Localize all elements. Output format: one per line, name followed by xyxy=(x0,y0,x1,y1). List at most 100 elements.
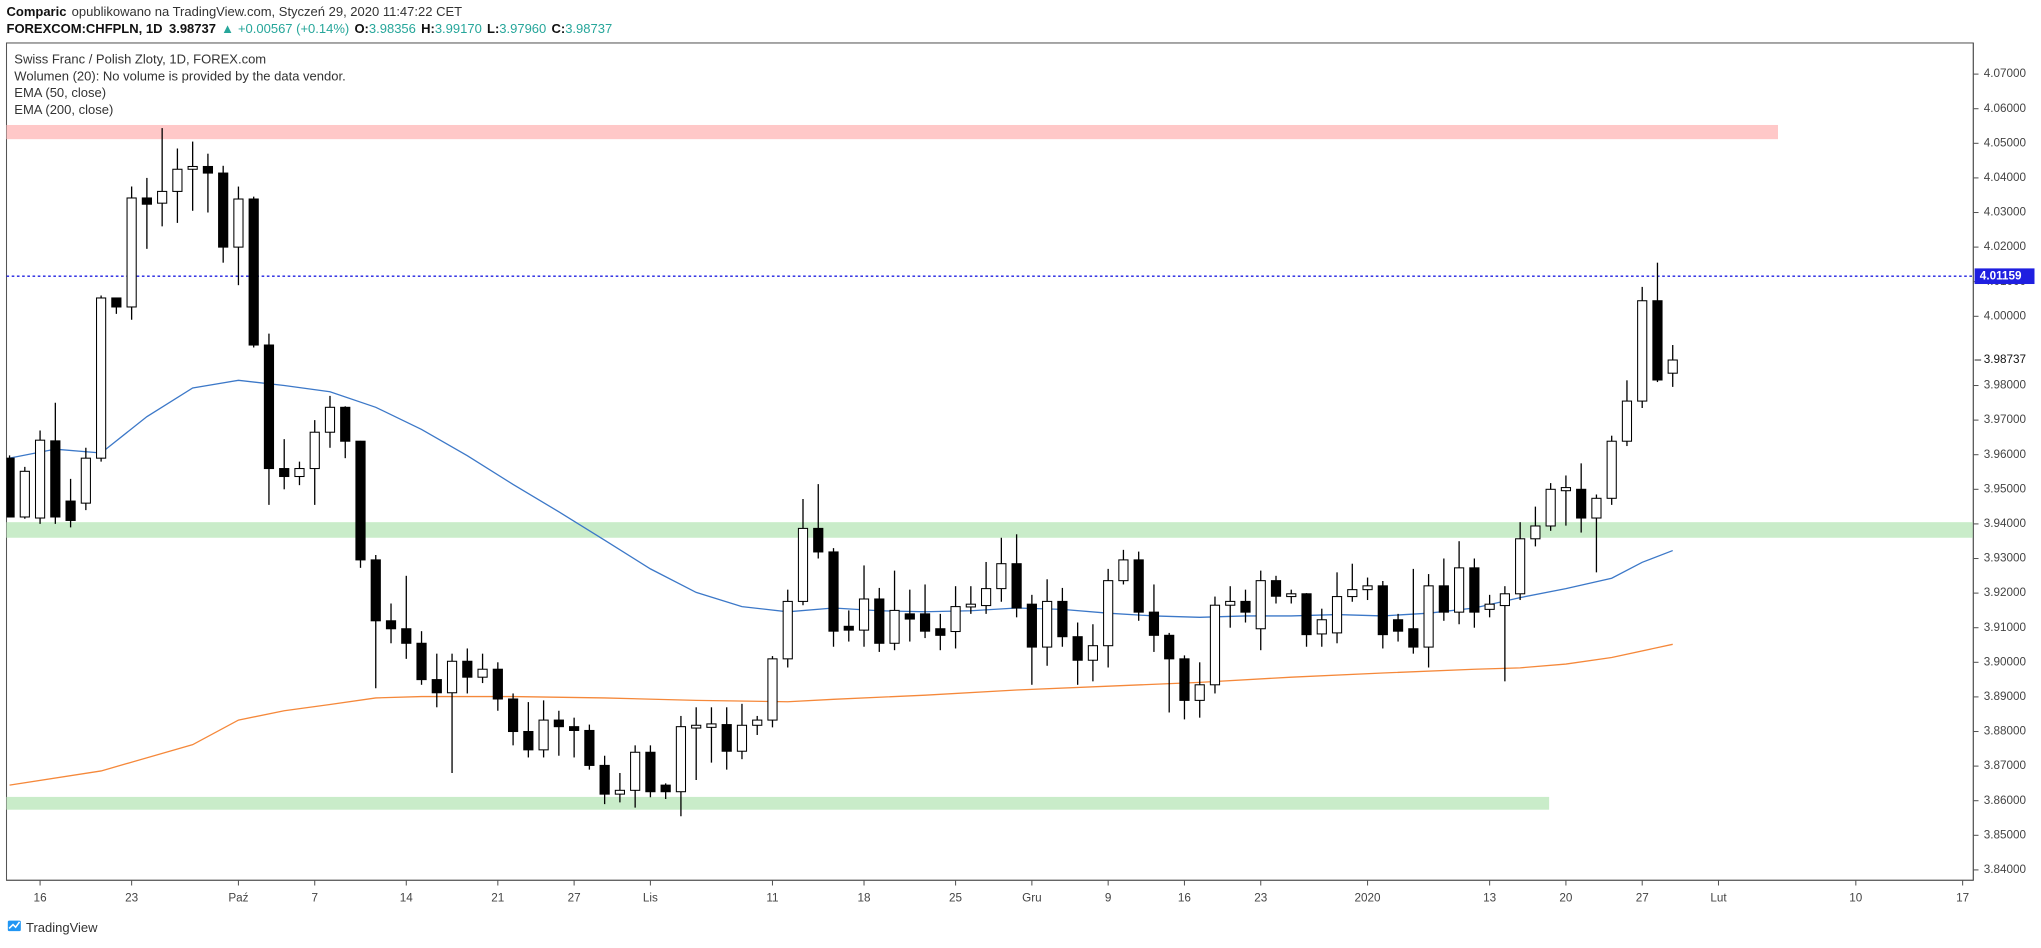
candle-body xyxy=(980,588,992,607)
candle-body xyxy=(370,559,381,622)
candle-body xyxy=(569,726,580,731)
x-tick-label: 11 xyxy=(766,892,778,905)
price-line-label: 4.01159 xyxy=(1980,269,2022,282)
candle-body xyxy=(828,551,839,632)
candle-body xyxy=(904,613,915,620)
candle-body xyxy=(736,724,748,752)
candle-body xyxy=(157,190,168,204)
x-tick-label: Lis xyxy=(643,892,658,905)
y-tick-label: 4.02000 xyxy=(1984,240,2027,253)
candle-body xyxy=(1118,559,1129,582)
x-tick-label: Gru xyxy=(1022,892,1042,905)
plot-frame xyxy=(5,42,1974,881)
candle-body xyxy=(538,719,549,751)
candle-body xyxy=(385,620,397,630)
candle-body xyxy=(721,724,732,752)
candle-body xyxy=(1011,563,1022,609)
candle-body xyxy=(1408,628,1419,648)
y-tick-label: 3.92000 xyxy=(1984,586,2027,599)
x-tick-label: 10 xyxy=(1849,892,1863,905)
candle-body xyxy=(507,698,519,733)
candle-body xyxy=(843,625,854,631)
x-tick-label: 7 xyxy=(311,892,318,905)
candle-body xyxy=(782,600,793,660)
candle-body xyxy=(1316,619,1327,635)
candle-body xyxy=(1545,488,1556,527)
axes: 3.84000 3.85000 3.86000 3.87000 3.88000 3.890… xyxy=(6,67,2035,905)
candle-body xyxy=(1347,589,1358,598)
change: +0.00567 (+0.14%) xyxy=(238,21,349,36)
candle-body xyxy=(1362,585,1373,591)
candle-body xyxy=(401,628,412,644)
candle-body xyxy=(1530,525,1541,540)
candle-body xyxy=(111,297,122,308)
candle-body xyxy=(355,440,366,561)
ema-line xyxy=(9,379,1673,618)
x-tick-label: 17 xyxy=(1956,892,1969,905)
x-tick-label: 18 xyxy=(858,892,871,905)
candle-body xyxy=(1392,619,1404,632)
candle-body xyxy=(202,165,214,174)
y-tick-label: 3.84000 xyxy=(1984,863,2027,876)
candle-body xyxy=(324,406,336,433)
y-tick-label: 3.86000 xyxy=(1984,794,2027,807)
candle-body xyxy=(187,165,198,170)
candle-body xyxy=(1377,585,1388,636)
candle-body xyxy=(889,609,900,644)
candle-body xyxy=(1057,600,1068,638)
candle-body xyxy=(584,729,595,766)
candle-body xyxy=(294,468,305,478)
candle-body xyxy=(218,172,229,248)
candle-body xyxy=(1576,488,1587,519)
y-tick-label: 4.06000 xyxy=(1984,102,2027,115)
candle-body xyxy=(1240,600,1251,613)
footer-brand: TradingView xyxy=(26,920,98,935)
candle-body xyxy=(1301,593,1312,636)
candle-body xyxy=(1438,585,1449,613)
candle-body xyxy=(1286,593,1297,598)
y-tick-label: 4.05000 xyxy=(1984,136,2027,149)
y-tick-label: 3.95000 xyxy=(1984,482,2027,495)
candle-body xyxy=(248,198,259,346)
y-tick-label: 3.89000 xyxy=(1984,690,2027,703)
y-tick-label: 3.96000 xyxy=(1984,448,2027,461)
candle-body xyxy=(340,406,351,442)
y-tick-label: 3.88000 xyxy=(1984,725,2027,738)
y-tick-label: 4.00000 xyxy=(1984,309,2027,322)
candle-body xyxy=(996,563,1007,590)
candle-body xyxy=(172,168,183,192)
change-arrow: ▲ xyxy=(221,21,234,36)
candle-body xyxy=(1454,567,1465,613)
candle-body xyxy=(492,668,503,700)
ohlc-value: 3.98737 xyxy=(565,21,612,36)
publish-line: Comparic opublikowano na TradingView.com,… xyxy=(7,4,463,19)
last-price-label: 3.98737 xyxy=(1984,353,2026,366)
x-tick-label: 16 xyxy=(1178,892,1191,905)
candle-body xyxy=(1423,585,1434,648)
candle-body xyxy=(1591,497,1602,519)
x-tick-label: 9 xyxy=(1105,892,1112,905)
candle-body xyxy=(1103,580,1114,647)
ohlc-value: 3.99170 xyxy=(435,21,482,36)
candle-body xyxy=(935,628,946,636)
candle-body xyxy=(126,197,137,308)
zone xyxy=(6,522,1974,538)
ohlc-label: C: xyxy=(551,21,565,36)
candle-body xyxy=(1270,580,1282,597)
candle-body xyxy=(1331,596,1343,634)
candle-body xyxy=(614,789,625,795)
x-tick-label: 23 xyxy=(1254,892,1267,905)
candle-body xyxy=(752,719,763,726)
y-tick-label: 4.04000 xyxy=(1984,171,2027,184)
x-tick-label: 21 xyxy=(491,892,504,905)
published: opublikowano na TradingView.com, Styczeń… xyxy=(72,4,462,19)
y-tick-label: 3.98000 xyxy=(1984,379,2027,392)
x-tick-label: 27 xyxy=(1636,892,1649,905)
candle-body xyxy=(706,723,717,728)
x-tick-label: Paź xyxy=(228,892,248,905)
candle-body xyxy=(553,719,564,728)
legend-ema50: EMA (50, close) xyxy=(14,85,106,100)
ohlc-label: H: xyxy=(421,21,435,36)
x-tick-label: 2020 xyxy=(1355,892,1382,905)
x-tick-label: 13 xyxy=(1483,892,1496,905)
